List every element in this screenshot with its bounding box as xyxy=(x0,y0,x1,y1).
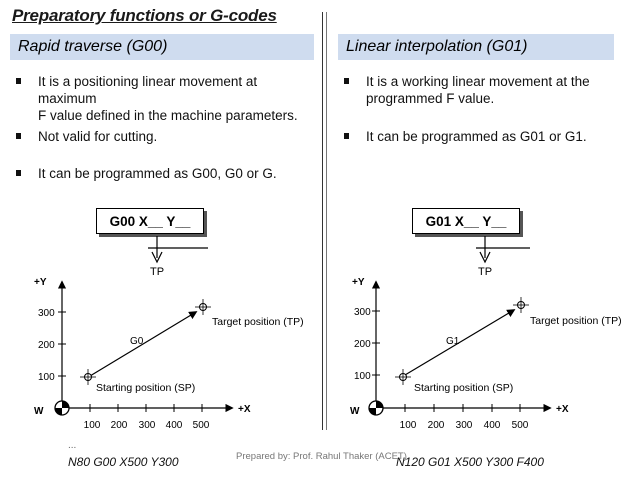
bullet-mark xyxy=(16,78,21,84)
g01-y-axis-label: +Y xyxy=(352,277,365,288)
g01-x-tick-label: 300 xyxy=(456,420,473,431)
g01-target-label: Target position (TP) xyxy=(530,315,622,327)
g01-target-point xyxy=(513,297,529,313)
bullet-mark xyxy=(16,133,21,139)
g01-start-label: Starting position (SP) xyxy=(414,382,513,394)
g01-y-tick-label: 100 xyxy=(354,371,371,382)
g00-y-tick-label: 300 xyxy=(38,308,55,319)
g00-x-tick-label: 200 xyxy=(111,420,128,431)
g01-path-label: G1 xyxy=(446,336,460,347)
g00-header: Rapid traverse (G00) xyxy=(10,34,314,60)
g00-origin-label: W xyxy=(34,406,44,417)
column-divider-inner xyxy=(326,12,327,430)
g01-bullet-1-line-2: programmed F value. xyxy=(366,91,495,106)
g01-header: Linear interpolation (G01) xyxy=(338,34,614,60)
g00-bullet-1-line-2: F value defined in the machine parameter… xyxy=(38,108,298,123)
g01-x-tick-label: 500 xyxy=(512,420,529,431)
g00-code-box: G00 X__ Y__ xyxy=(96,208,204,234)
g01-bullet-2-text: It can be programmed as G01 or G1. xyxy=(366,129,587,144)
g00-y-tick-label: 200 xyxy=(38,340,55,351)
g01-path-line xyxy=(404,309,516,376)
credit-footer: Prepared by: Prof. Rahul Thaker (ACET) xyxy=(236,451,407,462)
g00-diagram: TP +Y +X W 300 200 100 100 200 300 400 5… xyxy=(34,236,304,431)
g00-target-label: Target position (TP) xyxy=(212,316,304,328)
g00-tp-arrowhead xyxy=(151,251,163,264)
g01-tp-label: TP xyxy=(478,266,492,278)
ellipsis: ... xyxy=(68,440,77,451)
bullet-mark xyxy=(344,133,349,139)
g00-path-label: G0 xyxy=(130,336,144,347)
g00-start-point xyxy=(80,369,96,385)
g01-origin-label: W xyxy=(350,406,360,417)
column-divider xyxy=(322,12,323,430)
bullet-mark xyxy=(344,78,349,84)
g01-x-axis-label: +X xyxy=(556,404,569,415)
g01-code-box: G01 X__ Y__ xyxy=(412,208,520,234)
g00-x-tick-label: 100 xyxy=(84,420,101,431)
g00-x-axis-label: +X xyxy=(238,404,251,415)
page-title: Preparatory functions or G-codes xyxy=(12,6,277,25)
g00-bullet-2-text: Not valid for cutting. xyxy=(38,129,158,144)
g00-target-point xyxy=(195,299,211,315)
g00-start-label: Starting position (SP) xyxy=(96,382,195,394)
g00-y-tick-label: 100 xyxy=(38,372,55,383)
g01-x-tick-label: 100 xyxy=(400,420,417,431)
g01-bullet-2: It can be programmed as G01 or G1. xyxy=(344,128,587,145)
g00-path-line xyxy=(89,311,198,377)
g01-start-point xyxy=(395,369,411,385)
g00-origin-symbol xyxy=(54,400,70,416)
bullet-mark xyxy=(16,170,21,176)
g01-bullet-1-line-1: It is a working linear movement at the xyxy=(366,74,590,89)
g00-tp-label: TP xyxy=(150,266,164,278)
g00-x-tick-label: 300 xyxy=(139,420,156,431)
g00-bullet-3: It can be programmed as G00, G0 or G. xyxy=(16,165,277,182)
g01-diagram: TP +Y +X W 300 200 100 100 200 300 400 5… xyxy=(350,236,622,431)
g01-x-tick-label: 400 xyxy=(484,420,501,431)
g01-x-tick-label: 200 xyxy=(428,420,445,431)
g00-x-tick-label: 500 xyxy=(193,420,210,431)
g00-bullet-1-line-1: It is a positioning linear movement at m… xyxy=(38,74,258,106)
g01-origin-symbol xyxy=(368,400,384,416)
g00-bullet-3-text: It can be programmed as G00, G0 or G. xyxy=(38,166,277,181)
g00-bullet-2: Not valid for cutting. xyxy=(16,128,158,145)
g01-bullet-1: It is a working linear movement at the p… xyxy=(344,73,616,107)
g01-program-line: N120 G01 X500 Y300 F400 xyxy=(396,455,544,469)
g01-y-tick-label: 200 xyxy=(354,339,371,350)
g01-tp-arrowhead xyxy=(479,251,491,264)
g00-program-line: N80 G00 X500 Y300 xyxy=(68,455,179,469)
g00-x-tick-label: 400 xyxy=(166,420,183,431)
g00-y-axis-label: +Y xyxy=(34,277,47,288)
g00-bullet-1: It is a positioning linear movement at m… xyxy=(16,73,318,124)
g01-y-tick-label: 300 xyxy=(354,307,371,318)
